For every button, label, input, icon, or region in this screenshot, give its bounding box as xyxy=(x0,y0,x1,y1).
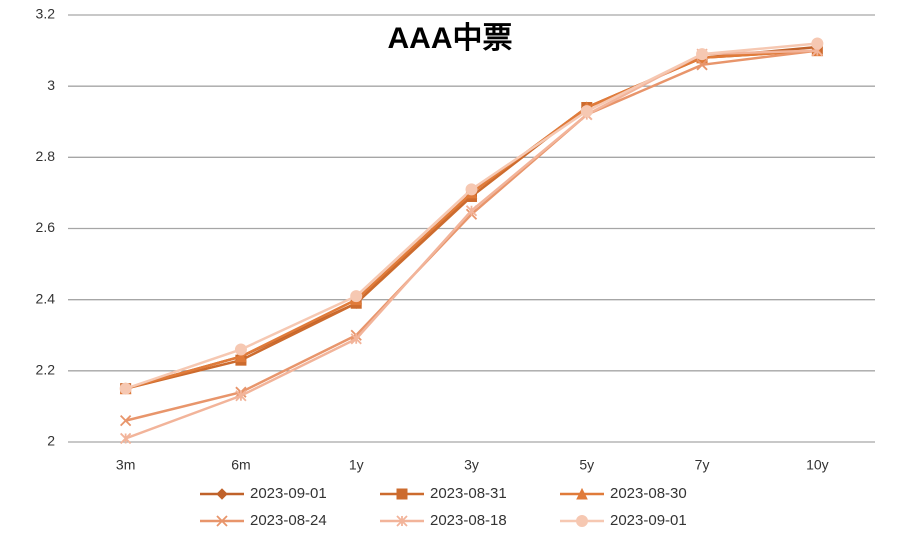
point xyxy=(350,333,362,345)
point xyxy=(696,59,708,71)
x-tick-label: 10y xyxy=(806,457,829,473)
point xyxy=(119,382,132,395)
legend-label: 2023-08-24 xyxy=(250,512,327,529)
legend-label: 2023-08-31 xyxy=(430,485,507,502)
point xyxy=(465,205,478,217)
legend-marker xyxy=(396,515,408,527)
y-tick-label: 2.4 xyxy=(36,290,56,306)
x-tick-label: 1y xyxy=(349,457,364,473)
point xyxy=(235,350,247,363)
point xyxy=(120,432,132,445)
point xyxy=(580,105,593,118)
legend-marker xyxy=(216,488,228,500)
legend-label: 2023-08-30 xyxy=(610,485,687,502)
y-tick-label: 2 xyxy=(47,433,55,449)
legend-marker xyxy=(576,487,588,500)
legend-marker xyxy=(396,488,408,500)
x-tick-label: 3m xyxy=(116,457,135,473)
legend-label: 2023-09-01 xyxy=(250,485,327,502)
point xyxy=(696,48,709,61)
series-line xyxy=(125,49,818,390)
point xyxy=(235,390,247,402)
x-tick-label: 7y xyxy=(695,457,710,473)
point xyxy=(811,37,824,50)
point xyxy=(120,415,132,427)
series-line xyxy=(125,45,818,390)
x-tick-label: 6m xyxy=(231,457,250,473)
y-tick-label: 3.2 xyxy=(36,6,56,22)
y-tick-label: 2.2 xyxy=(36,362,56,378)
legend-label: 2023-08-18 xyxy=(430,512,507,529)
legend-marker xyxy=(576,515,588,527)
y-tick-label: 2.6 xyxy=(36,219,56,235)
y-tick-label: 2.8 xyxy=(36,148,56,164)
series-line xyxy=(125,49,818,390)
point xyxy=(465,183,478,196)
point xyxy=(350,290,363,303)
point xyxy=(234,343,247,356)
y-tick-label: 3 xyxy=(47,77,55,93)
legend-label: 2023-09-01 xyxy=(610,512,687,529)
x-tick-label: 5y xyxy=(579,457,594,473)
x-tick-label: 3y xyxy=(464,457,479,473)
series-line xyxy=(125,49,818,422)
chart-title: AAA中票 xyxy=(388,22,513,55)
series-line xyxy=(125,49,818,440)
legend-marker xyxy=(216,515,228,527)
